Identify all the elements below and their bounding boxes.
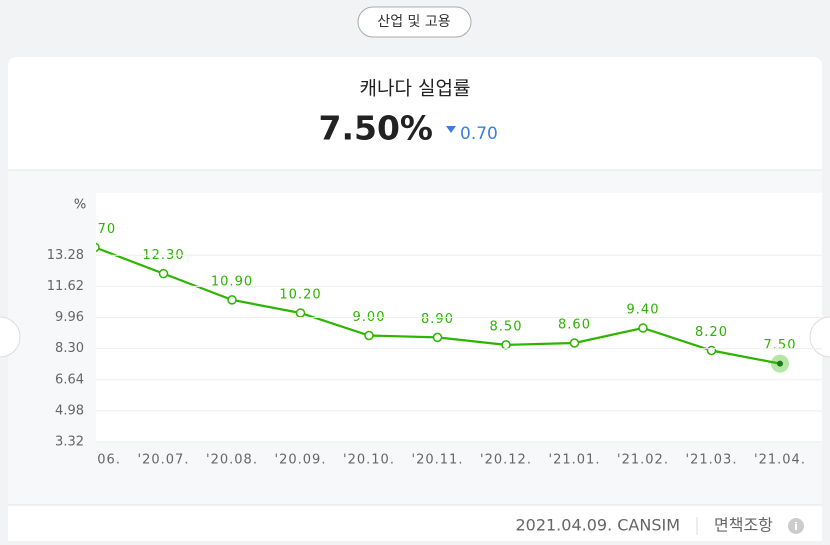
value-label: 8.90 [421,312,454,327]
point [706,345,717,356]
x-tick-label: '20.08. [206,453,258,468]
point [158,268,169,279]
value-label: 8.50 [490,319,523,334]
x-tick-label: '21.02. [617,453,669,468]
y-tick-label: 11.62 [47,279,84,294]
y-tick-label: 6.64 [55,372,84,387]
x-tick-label: '20.11. [412,453,464,468]
value-label: 10.20 [279,288,321,303]
chart-title: 캐나다 실업률 [360,78,471,100]
plot: '20.06. '20.07. '20.08. '20.09. '20.10. '20.1… [69,222,806,468]
source: 2021.04.09. CANSIM [515,516,680,535]
value-label: 8.20 [695,325,728,340]
point [777,360,783,367]
y-tick-label: 3.32 [55,435,84,450]
y-tick-label: 9.96 [55,310,84,325]
info-i[interactable]: i [794,520,798,533]
next-button[interactable] [809,316,830,358]
value-label: 10.90 [211,274,253,289]
value-label: 9.40 [627,303,660,318]
point [227,295,237,305]
x-tick-label: '20.07. [138,453,190,468]
x-tick-label: '21.03. [686,453,738,468]
main-value: 7.50% [319,109,434,148]
tag-pill[interactable] [357,6,472,38]
value-label: 7.50 [764,338,797,353]
x-tick-label: '21.01. [549,453,601,468]
disclaimer[interactable]: 면책조항 [714,516,773,535]
change: 0.70 [460,124,498,144]
x-tick-label: '20.12. [480,453,532,468]
y-tick-label: 8.30 [55,341,84,356]
x-tick-label: '20.09. [275,453,327,468]
point [96,242,100,253]
y-tick-label: 4.98 [55,403,84,418]
point [501,340,511,350]
x-tick-label: '21.04. [754,453,806,468]
value-label: 13.70 [74,222,116,237]
point [432,332,443,343]
y-tick-label: 13.28 [47,248,84,263]
y-unit: % [74,198,86,213]
x-tick-label: '20.10. [343,453,395,468]
down-arrow [446,126,456,133]
point [569,338,580,348]
point [295,308,306,318]
info-icon[interactable] [788,518,804,534]
x-tick-label: '20.06. [69,453,121,468]
prev-button[interactable] [0,316,21,358]
value-label: 8.60 [558,318,591,333]
point [638,323,648,333]
tag[interactable]: 산업 및 고용 [377,14,450,30]
point [364,330,374,341]
